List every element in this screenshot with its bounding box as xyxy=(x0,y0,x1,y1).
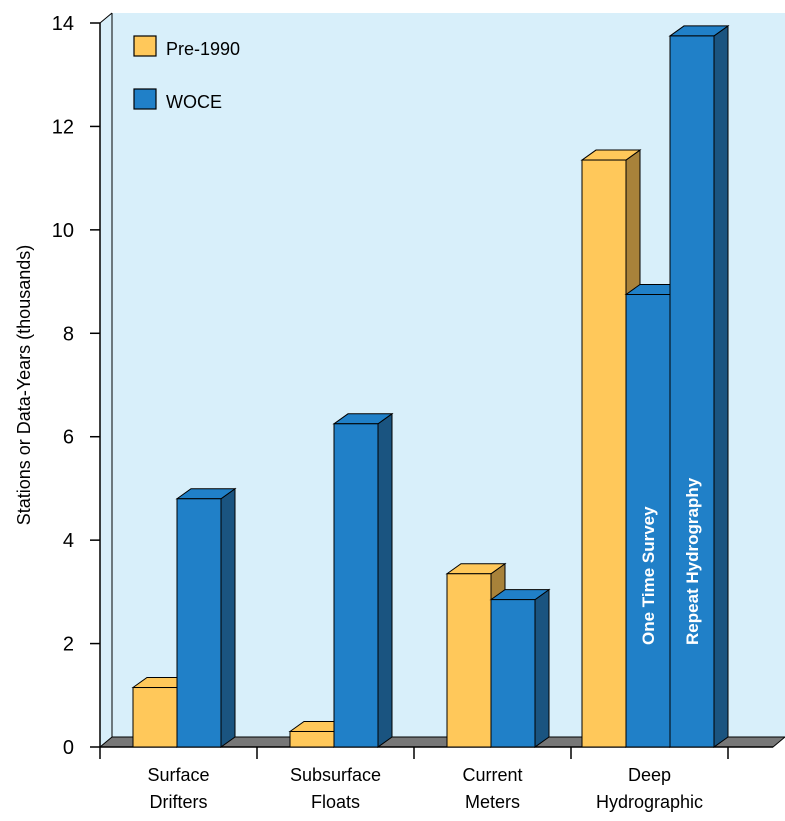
woce-bar-side xyxy=(220,487,236,748)
category-labels: Surface Drifters Subsurface Floats Current Me… xyxy=(147,765,703,812)
y-axis-title: Stations or Data-Years (thousands) xyxy=(14,245,34,526)
pre-1990-bar xyxy=(132,687,178,748)
pre-1990-bar xyxy=(446,573,492,748)
category-label-line2: Drifters xyxy=(150,792,208,812)
y-tick-label: 8 xyxy=(63,323,74,345)
y-tick-label: 4 xyxy=(63,530,74,552)
pre-1990-bar xyxy=(289,730,335,748)
bars-group xyxy=(131,24,730,748)
y-tick-label: 6 xyxy=(63,427,74,449)
woce-bar xyxy=(176,498,222,748)
woce-bar-side xyxy=(713,24,729,748)
legend-swatch-woce xyxy=(133,88,157,110)
woce-bar xyxy=(490,599,536,748)
woce-bar-side xyxy=(534,588,550,748)
woce-bar xyxy=(669,35,715,748)
y-tick-label: 2 xyxy=(63,634,74,656)
plot-top-edge xyxy=(99,12,113,24)
legend-label-pre-1990: Pre-1990 xyxy=(166,39,240,59)
y-tick-label: 12 xyxy=(52,116,74,138)
woce-bar xyxy=(333,423,379,748)
x-axis-ticks xyxy=(99,747,729,759)
y-axis-ticks: 0 2 4 6 8 10 12 14 xyxy=(52,13,100,759)
woce-bar-side xyxy=(377,412,393,748)
legend-label-woce: WOCE xyxy=(166,92,222,112)
woce-bar xyxy=(625,294,671,748)
pre-1990-bar xyxy=(581,159,627,748)
bar-data-label: One Time Survey xyxy=(639,506,658,645)
category-label-line2: Floats xyxy=(311,792,360,812)
y-tick-label: 10 xyxy=(52,220,74,242)
category-label-line1: Surface xyxy=(147,765,209,785)
legend: Pre-1990 WOCE xyxy=(133,35,240,112)
bar-labels-group: One Time Survey Repeat Hydrography xyxy=(639,477,702,645)
category-label-line1: Current xyxy=(462,765,522,785)
bar-data-label: Repeat Hydrography xyxy=(683,477,702,645)
y-tick-label: 14 xyxy=(52,13,74,35)
category-label-line2: Meters xyxy=(465,792,520,812)
category-label-line1: Subsurface xyxy=(290,765,381,785)
y-tick-label: 0 xyxy=(63,737,74,759)
plot-back-wall xyxy=(100,13,112,747)
category-label-line2: Hydrographic xyxy=(596,792,703,812)
category-label-line1: Deep xyxy=(628,765,671,785)
legend-swatch-pre-1990 xyxy=(133,35,157,57)
